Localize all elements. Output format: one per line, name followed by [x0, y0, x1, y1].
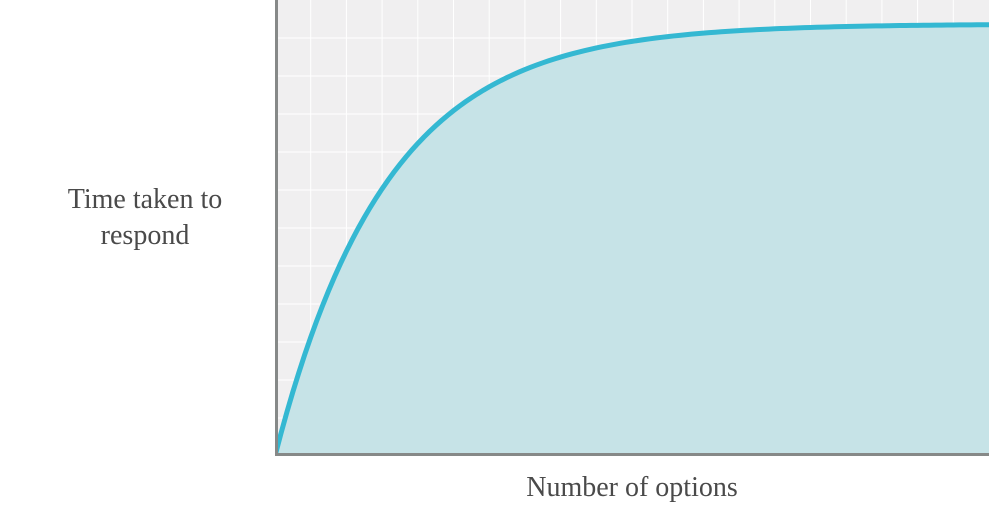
x-axis-label: Number of options — [275, 472, 989, 504]
y-axis-label: Time taken to respond — [30, 182, 260, 255]
chart-svg — [275, 0, 989, 456]
chart-container: Time taken to respond Number of options — [0, 0, 989, 522]
chart-plot-area — [275, 0, 989, 456]
